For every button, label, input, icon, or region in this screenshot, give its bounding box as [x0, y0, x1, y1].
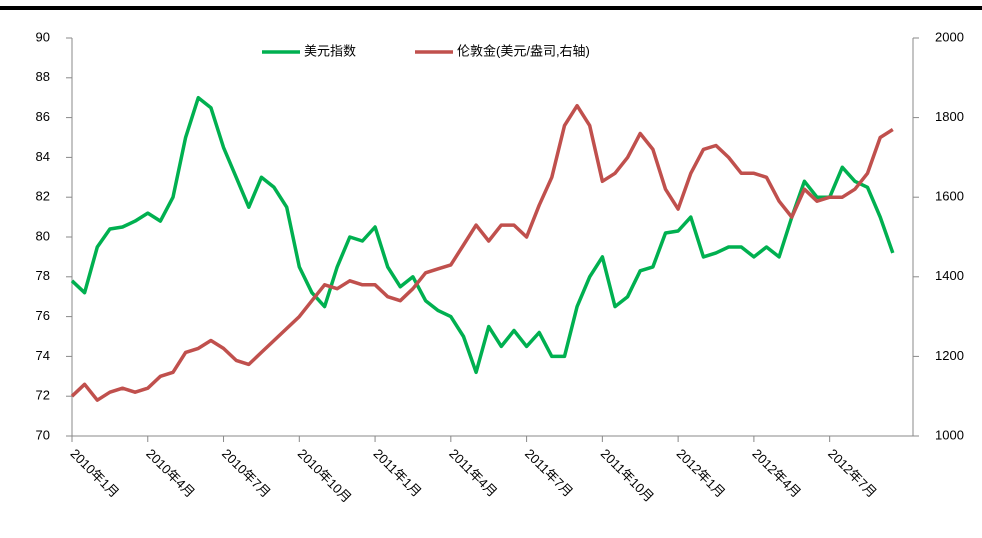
y-tick-label: 86 [36, 109, 50, 124]
x-tick-label: 2010年4月 [143, 446, 198, 501]
y2-tick-label: 1200 [935, 348, 964, 363]
y-tick-label: 82 [36, 189, 50, 204]
series-line [70, 95, 895, 375]
y-tick-label: 72 [36, 388, 50, 403]
y-tick-label: 88 [36, 69, 50, 84]
x-tick-label: 2012年1月 [674, 446, 729, 501]
y2-tick-label: 1800 [935, 109, 964, 124]
x-tick-label: 2012年4月 [749, 446, 804, 501]
y-tick-label: 80 [36, 228, 50, 243]
y-tick-label: 90 [36, 29, 50, 44]
x-tick-label: 2010年7月 [219, 446, 274, 501]
y-tick-label: 78 [36, 268, 50, 283]
top-rule [0, 6, 982, 10]
x-tick-label: 2011年1月 [371, 446, 425, 500]
series-line [70, 103, 894, 402]
legend-label: 伦敦金(美元/盎司,右轴) [457, 43, 590, 58]
x-tick-label: 2010年10月 [295, 446, 355, 506]
x-tick-label: 2010年1月 [67, 446, 122, 501]
y-tick-label: 76 [36, 308, 50, 323]
y2-tick-label: 1600 [935, 189, 964, 204]
y-tick-label: 84 [36, 149, 50, 164]
x-tick-label: 2011年4月 [446, 446, 500, 500]
x-tick-label: 2011年10月 [598, 446, 657, 505]
y-tick-label: 74 [36, 348, 50, 363]
legend-label: 美元指数 [304, 43, 356, 58]
y2-tick-label: 1400 [935, 268, 964, 283]
y2-tick-label: 2000 [935, 29, 964, 44]
x-tick-label: 2011年7月 [522, 446, 576, 500]
y-tick-label: 70 [36, 427, 50, 442]
x-tick-label: 2012年7月 [825, 446, 880, 501]
y2-tick-label: 1000 [935, 427, 964, 442]
